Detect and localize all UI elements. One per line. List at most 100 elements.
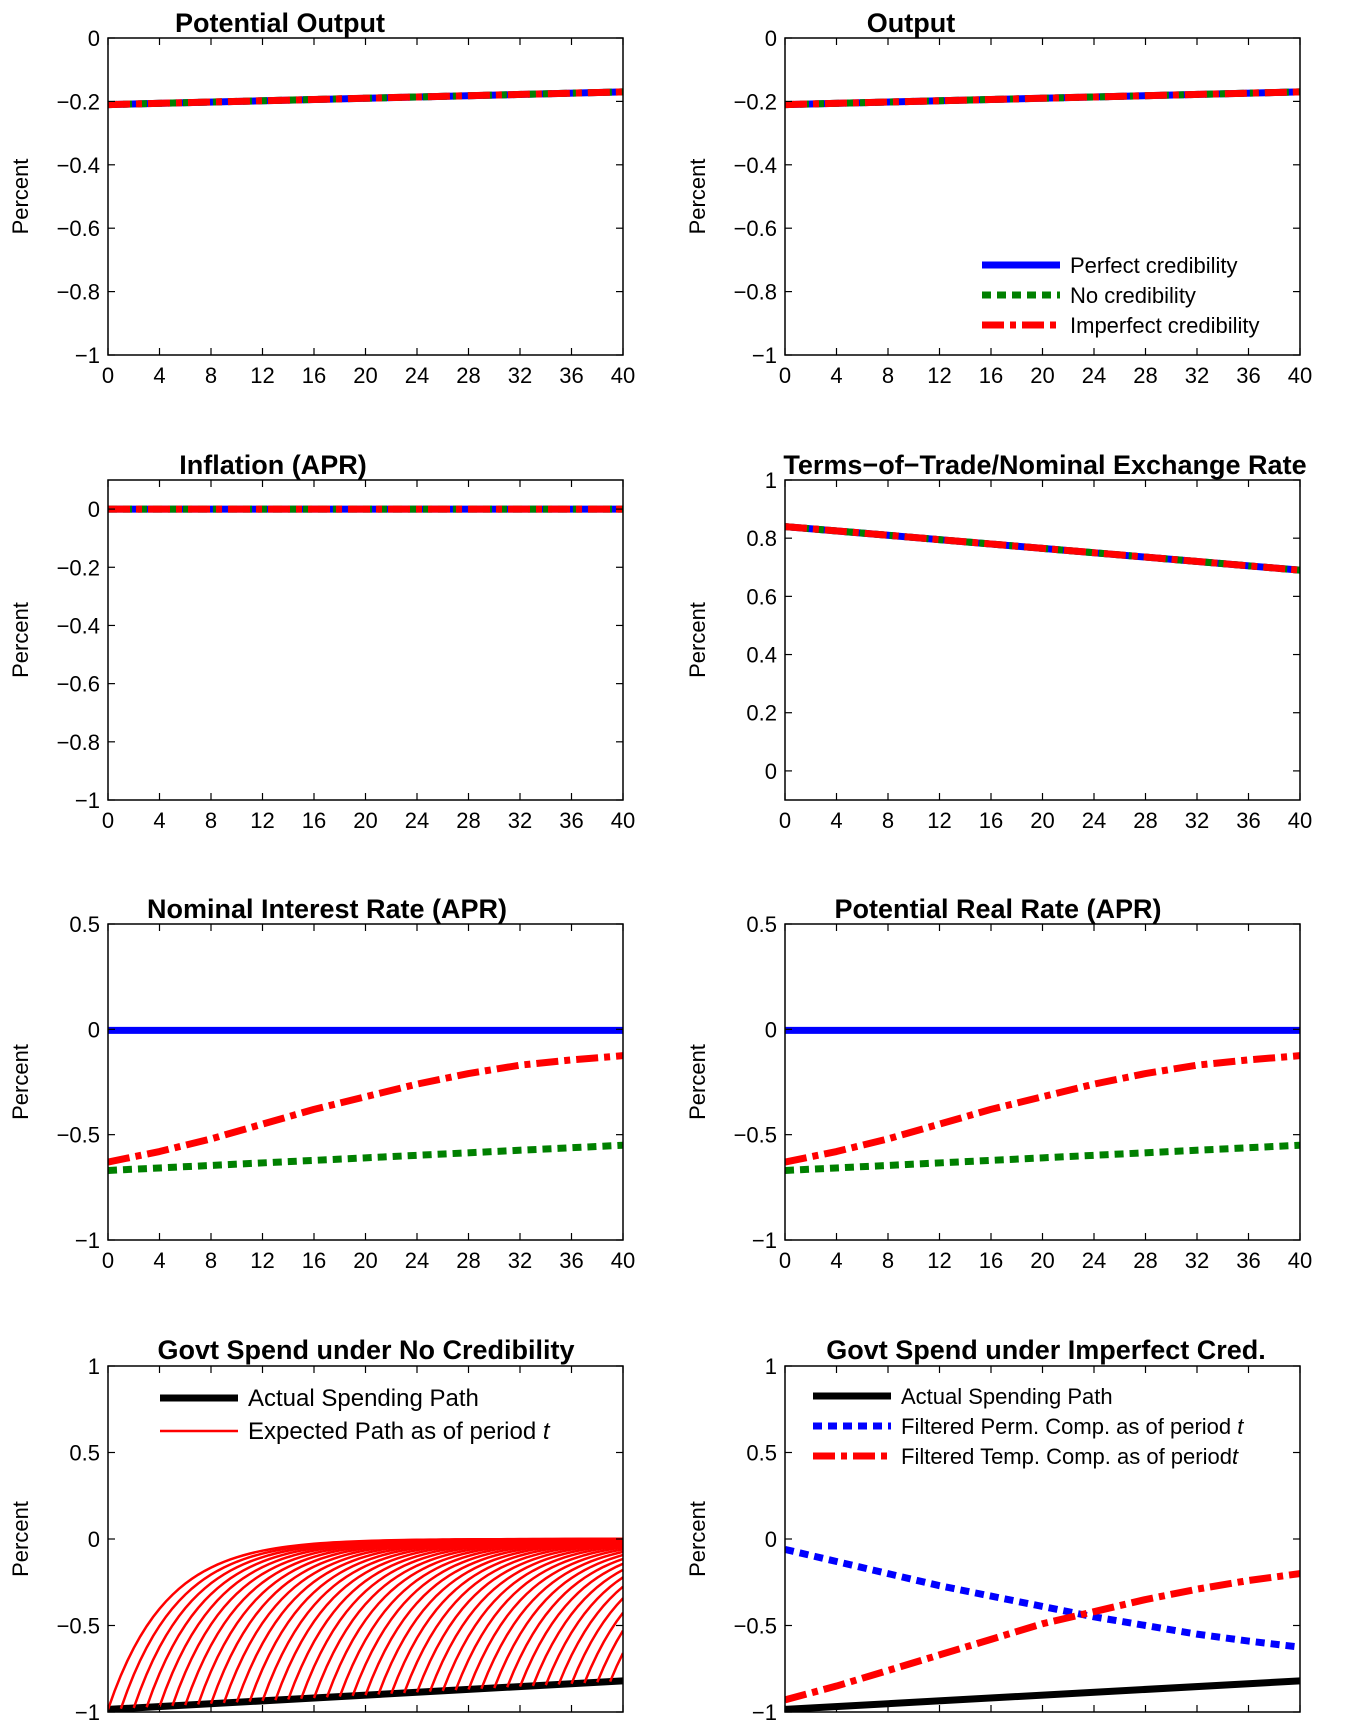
x-tick-label: 0 — [102, 808, 114, 833]
expected-path-line-26 — [428, 1543, 623, 1693]
x-tick-label: 24 — [1082, 363, 1106, 388]
y-tick-label: 1 — [88, 1354, 100, 1379]
expected-path-fan — [108, 1537, 623, 1710]
y-axis-label: Percent — [685, 159, 710, 235]
y-tick-label: 1 — [765, 468, 777, 493]
legend-label-1: Actual Spending Path — [901, 1384, 1113, 1409]
expected-path-line-36 — [557, 1585, 623, 1685]
series-dashdot-ff0000-line — [785, 1052, 1300, 1166]
x-tick-label: 32 — [508, 1248, 532, 1273]
x-tick-label: 12 — [250, 808, 274, 833]
chart-panel-5: 0 4 8 12 16 20 24 28 32 36 40 0.5 0 −0.5 −1 Percent Nomi… — [8, 894, 635, 1273]
y-axis-label: Percent — [685, 602, 710, 678]
series-imperfect-credibility-line — [785, 88, 1300, 109]
legend-label-2: Expected Path as of period t — [248, 1418, 551, 1445]
y-tick-label: −0.6 — [734, 216, 777, 241]
series-filtered-perm-comp-as-of-period-t-line — [785, 1545, 1300, 1651]
chart-title: Nominal Interest Rate (APR) — [147, 894, 507, 924]
chart-panel-1: 0 4 8 12 16 20 24 28 32 36 40 0 −0.2 −0.4 −0.6 −0.8 −1 Pe… — [8, 8, 635, 388]
axes-box — [107, 37, 624, 356]
expected-path-line-25 — [415, 1542, 623, 1693]
x-tick-label: 28 — [456, 363, 480, 388]
expected-path-line-34 — [531, 1568, 623, 1687]
axes-box — [784, 923, 1301, 1241]
y-axis-label: Percent — [685, 1501, 710, 1577]
y-tick-label: −0.6 — [57, 672, 100, 697]
x-tick-label: 12 — [250, 363, 274, 388]
legend-label-text: No credibility — [1070, 283, 1196, 308]
y-tick-label: −0.8 — [734, 280, 777, 305]
x-tick-label: 8 — [205, 1720, 217, 1722]
x-tick-label: 16 — [302, 1720, 326, 1722]
y-tick-label: 0.5 — [746, 912, 777, 937]
y-tick-label: 0 — [765, 1017, 777, 1042]
x-tick-label: 24 — [405, 808, 429, 833]
plot-area — [108, 1537, 623, 1712]
chart-panel-2: 0 4 8 12 16 20 24 28 32 36 40 0 −0.2 −0.4 −0.6 −0.8 −1 Pe… — [685, 8, 1312, 388]
x-tick-label: 28 — [456, 1720, 480, 1722]
x-tick-label: 20 — [353, 1720, 377, 1722]
chart-title: Potential Real Rate (APR) — [834, 894, 1161, 924]
expected-path-line-32 — [505, 1557, 623, 1688]
y-tick-label: −0.2 — [57, 89, 100, 114]
x-tick-label: 32 — [508, 1720, 532, 1722]
series-dashdot-ff0000-line — [785, 523, 1300, 574]
x-tick-label: 28 — [1133, 1720, 1157, 1722]
legend-label-text: Filtered Temp. Comp. as of period — [901, 1444, 1232, 1469]
x-tick-label: 4 — [830, 808, 842, 833]
x-tick-label: 40 — [1288, 363, 1312, 388]
legend-label-text: Expected Path as of period — [248, 1418, 543, 1445]
x-tick-label: 36 — [1236, 363, 1260, 388]
plot-area — [785, 523, 1300, 574]
legend: Actual Spending Path Filtered Perm. Comp.… — [813, 1384, 1244, 1469]
x-tick-label: 8 — [882, 808, 894, 833]
x-tick-label: 32 — [1185, 808, 1209, 833]
legend-label-1: Actual Spending Path — [248, 1385, 479, 1412]
y-tick-label: −1 — [75, 343, 100, 368]
y-tick-label: 0.5 — [69, 1441, 100, 1466]
x-tick-label: 8 — [205, 1248, 217, 1273]
y-axis-label: Percent — [8, 602, 33, 678]
x-tick-label: 40 — [611, 1248, 635, 1273]
axes-box — [107, 479, 624, 801]
x-tick-label: 32 — [1185, 363, 1209, 388]
x-tick-label: 40 — [611, 808, 635, 833]
chart-panel-7: 0 4 8 12 16 20 24 28 32 36 40 1 0.5 0 −0.5 −1 Percent Gov… — [8, 1335, 635, 1722]
x-tick-label: 0 — [102, 363, 114, 388]
expected-path-line-35 — [544, 1576, 623, 1686]
chart-title: Output — [867, 8, 955, 38]
expected-path-line-39 — [596, 1630, 623, 1683]
x-tick-label: 0 — [102, 1720, 114, 1722]
x-tick-label: 16 — [302, 363, 326, 388]
chart-title: Govt Spend under No Credibility — [157, 1335, 574, 1365]
x-tick-label: 0 — [779, 1248, 791, 1273]
x-tick-label: 8 — [882, 1720, 894, 1722]
x-tick-label: 4 — [830, 363, 842, 388]
chart-panel-8: 0 4 8 12 16 20 24 28 32 36 40 1 0.5 0 −0.5 −1 Percent Gov… — [685, 1335, 1312, 1722]
x-tick-label: 40 — [1288, 1248, 1312, 1273]
x-tick-label: 12 — [250, 1720, 274, 1722]
x-tick-label: 0 — [779, 363, 791, 388]
axes-box — [784, 37, 1301, 356]
expected-path-line-31 — [493, 1553, 623, 1689]
expected-path-line-33 — [518, 1562, 623, 1688]
x-tick-label: 36 — [1236, 808, 1260, 833]
legend-label-3: Filtered Temp. Comp. as of periodt — [901, 1444, 1239, 1469]
y-tick-label: −0.8 — [57, 280, 100, 305]
x-tick-label: 4 — [153, 1720, 165, 1722]
expected-path-line-27 — [441, 1544, 623, 1692]
y-tick-label: −0.5 — [734, 1614, 777, 1639]
y-tick-label: 0 — [88, 497, 100, 522]
x-tick-label: 8 — [882, 363, 894, 388]
y-tick-label: −1 — [75, 1228, 100, 1253]
expected-path-line-37 — [570, 1597, 623, 1685]
y-tick-label: 0.5 — [69, 912, 100, 937]
series-dashdot-ff0000-line — [108, 1052, 623, 1166]
y-axis-label: Percent — [685, 1044, 710, 1120]
x-tick-label: 0 — [779, 808, 791, 833]
chart-title: Terms−of−Trade/Nominal Exchange Rate — [783, 450, 1306, 480]
x-tick-label: 12 — [927, 808, 951, 833]
y-axis-label: Percent — [8, 159, 33, 235]
x-tick-label: 16 — [979, 808, 1003, 833]
x-tick-label: 0 — [779, 1720, 791, 1722]
